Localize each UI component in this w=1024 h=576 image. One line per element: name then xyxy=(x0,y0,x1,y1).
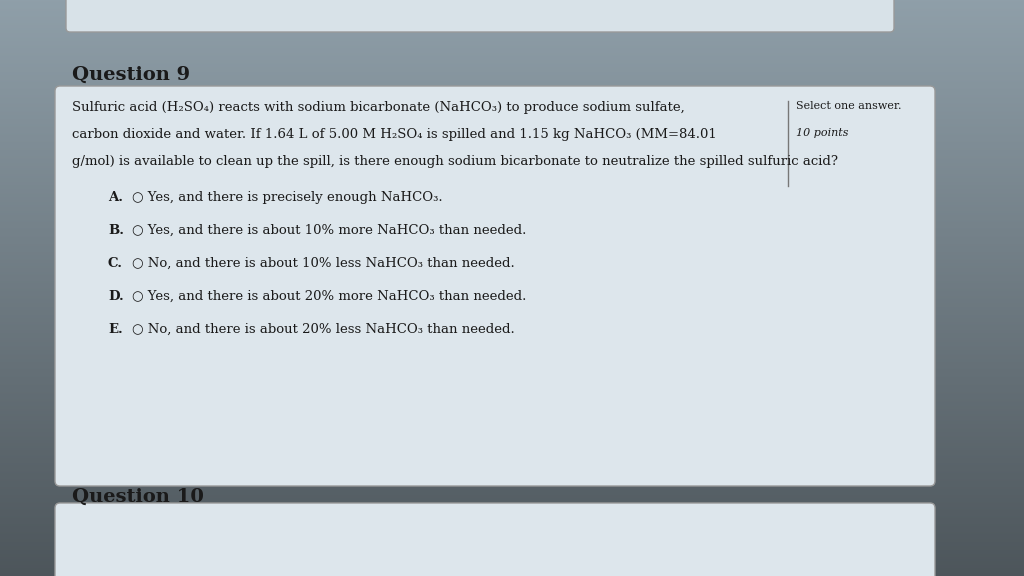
Text: B.: B. xyxy=(108,224,124,237)
Text: E.: E. xyxy=(108,323,123,336)
FancyBboxPatch shape xyxy=(55,86,935,486)
Text: ○ No, and there is about 10% less NaHCO₃ than needed.: ○ No, and there is about 10% less NaHCO₃… xyxy=(132,257,515,270)
Text: Sulfuric acid (H₂SO₄) reacts with sodium bicarbonate (NaHCO₃) to produce sodium : Sulfuric acid (H₂SO₄) reacts with sodium… xyxy=(72,101,685,114)
Text: A.: A. xyxy=(108,191,123,204)
Text: carbon dioxide and water. If 1.64 L of 5.00 M H₂SO₄ is spilled and 1.15 kg NaHCO: carbon dioxide and water. If 1.64 L of 5… xyxy=(72,128,717,141)
Text: D.: D. xyxy=(108,290,124,303)
Text: Question 10: Question 10 xyxy=(72,488,204,506)
FancyBboxPatch shape xyxy=(66,0,894,32)
Text: 10 points: 10 points xyxy=(796,128,849,138)
Text: Select one answer.: Select one answer. xyxy=(796,101,901,111)
Text: ○ Yes, and there is precisely enough NaHCO₃.: ○ Yes, and there is precisely enough NaH… xyxy=(132,191,442,204)
Text: ○ No, and there is about 20% less NaHCO₃ than needed.: ○ No, and there is about 20% less NaHCO₃… xyxy=(132,323,515,336)
Text: g/mol) is available to clean up the spill, is there enough sodium bicarbonate to: g/mol) is available to clean up the spil… xyxy=(72,155,838,168)
Text: Question 9: Question 9 xyxy=(72,66,190,84)
FancyBboxPatch shape xyxy=(55,503,935,576)
Text: ○ Yes, and there is about 20% more NaHCO₃ than needed.: ○ Yes, and there is about 20% more NaHCO… xyxy=(132,290,526,303)
Text: ○ Yes, and there is about 10% more NaHCO₃ than needed.: ○ Yes, and there is about 10% more NaHCO… xyxy=(132,224,526,237)
Text: C.: C. xyxy=(108,257,123,270)
